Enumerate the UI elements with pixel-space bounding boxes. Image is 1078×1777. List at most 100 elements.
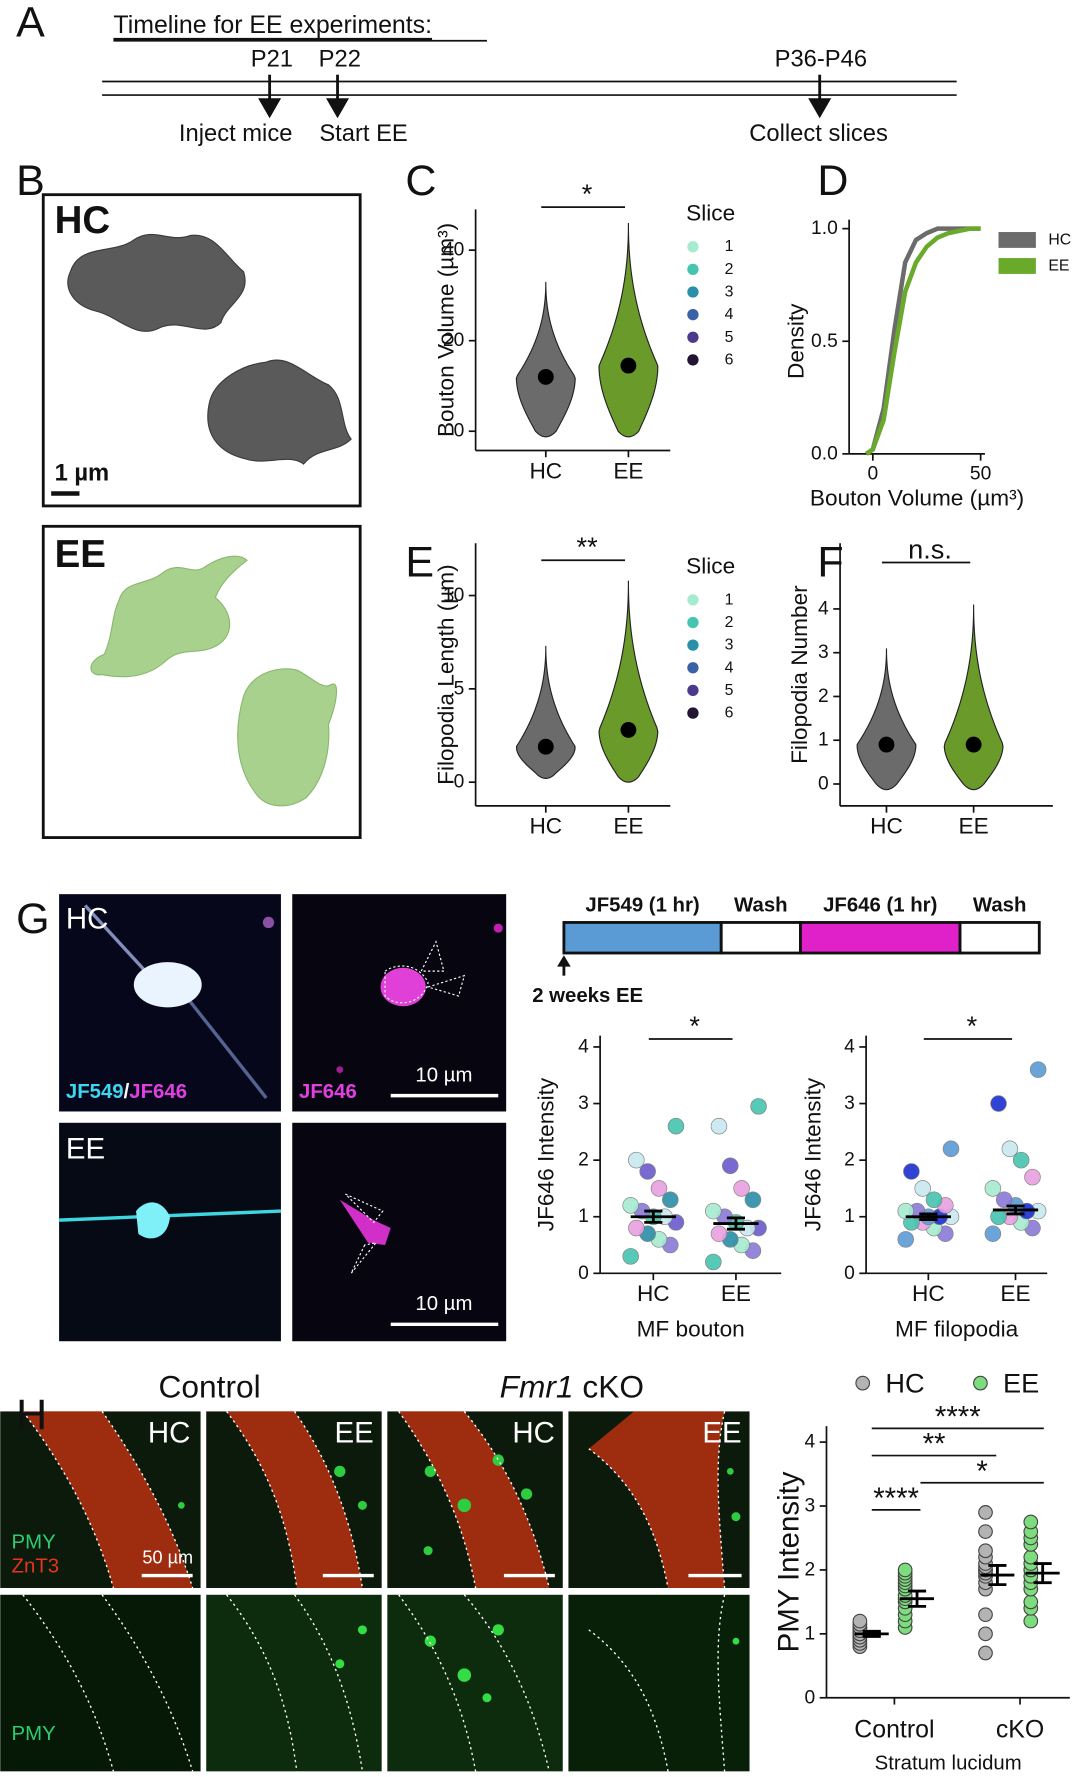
data-point xyxy=(914,1180,931,1197)
y-tick-label: 0.0 xyxy=(811,443,838,464)
x-tick-label: EE xyxy=(959,814,989,839)
condition-label: HC xyxy=(148,1416,190,1449)
panel-label: H xyxy=(16,1391,47,1439)
mean-dot xyxy=(537,738,554,755)
stain-label: ZnT3 xyxy=(12,1555,60,1577)
scale-label: 10 µm xyxy=(415,1293,472,1315)
x-tick-label: 0 xyxy=(867,464,878,485)
condition-label: EE xyxy=(55,533,106,576)
error-bar xyxy=(1006,1204,1025,1216)
data-point xyxy=(984,1225,1002,1242)
data-point xyxy=(1023,1613,1039,1629)
y-tick-label: 3 xyxy=(844,1093,855,1114)
data-point xyxy=(705,1202,722,1220)
y-tick-label: 3 xyxy=(818,642,829,663)
data-point xyxy=(750,1098,767,1115)
y-axis-label: Filopodia Length (µm) xyxy=(434,564,459,785)
x-tick-label: EE xyxy=(721,1281,751,1306)
protocol-label: Wash xyxy=(973,894,1027,916)
data-point xyxy=(897,1562,913,1578)
legend-swatch xyxy=(998,258,1036,274)
violin xyxy=(598,222,659,438)
legend-swatch xyxy=(687,707,699,719)
legend-label: HC xyxy=(1048,231,1071,248)
legend-swatch xyxy=(687,594,699,606)
mean-dot xyxy=(878,736,895,753)
data-point xyxy=(744,1191,762,1209)
age-label: P22 xyxy=(319,45,361,72)
chart: 0 1 2 3 4 JF646 Intensity MF filopodia HC EE * xyxy=(800,1010,1048,1341)
data-point xyxy=(622,1248,639,1265)
data-point xyxy=(978,1543,993,1559)
legend-label: 1 xyxy=(725,591,734,608)
y-tick-label: 4 xyxy=(804,1432,815,1453)
micrograph xyxy=(59,1122,281,1342)
chart: 0.0 0.5 1.0 Density Bouton Volume (µm³)0 50 HC… xyxy=(783,218,1071,510)
protocol-label: JF549 (1 hr) xyxy=(585,894,699,916)
panel-label: D xyxy=(817,157,848,205)
violin xyxy=(515,281,576,438)
error-bar xyxy=(726,1216,745,1231)
y-axis-label: Bouton Volume (µm³) xyxy=(434,223,459,437)
y-tick-label: 20 xyxy=(443,330,464,351)
legend-swatch xyxy=(973,1375,988,1391)
y-tick-label: 1 xyxy=(818,730,829,751)
bouton-render xyxy=(67,233,246,332)
legend-label: 6 xyxy=(725,705,734,722)
legend-label: 5 xyxy=(725,682,734,699)
mean-dot xyxy=(537,368,554,385)
significance-label: **** xyxy=(935,1401,981,1434)
legend-swatch xyxy=(687,241,699,253)
significance-label: n.s. xyxy=(908,533,952,564)
y-tick-label: 1 xyxy=(804,1623,815,1644)
significance-label: ** xyxy=(923,1428,946,1461)
y-tick-label: 10 xyxy=(443,585,464,606)
y-axis-label: Density xyxy=(783,303,808,379)
legend-label: 1 xyxy=(725,238,734,255)
bouton-render xyxy=(237,668,337,807)
protocol-step xyxy=(719,921,802,955)
condition-label: EE xyxy=(335,1416,374,1449)
x-tick-label: HC xyxy=(529,458,562,483)
data-point xyxy=(1024,1168,1041,1186)
significance-label: * xyxy=(967,1010,978,1041)
error-bar xyxy=(644,1209,663,1224)
data-point xyxy=(903,1163,920,1180)
legend-swatch xyxy=(687,662,699,674)
y-tick-label: 2 xyxy=(844,1150,855,1171)
channel-name: JF549 xyxy=(66,1081,124,1103)
data-point xyxy=(705,1253,722,1271)
legend-swatch xyxy=(687,639,699,651)
protocol-label: Wash xyxy=(734,894,788,916)
legend-label: 3 xyxy=(725,637,734,654)
x-axis-label: Bouton Volume (µm³) xyxy=(810,486,1024,511)
legend-swatch xyxy=(998,232,1036,248)
data-point xyxy=(978,1645,993,1661)
event-label: Collect slices xyxy=(749,120,888,147)
protocol-label: JF646 (1 hr) xyxy=(823,894,937,916)
condition-label: EE xyxy=(702,1416,741,1449)
legend-swatch xyxy=(687,331,699,343)
y-tick-label: 3 xyxy=(804,1496,815,1517)
y-tick-label: 4 xyxy=(844,1036,855,1057)
y-tick-label: 0 xyxy=(804,1687,815,1708)
data-point xyxy=(650,1180,668,1197)
panel-label: A xyxy=(16,0,45,47)
data-point xyxy=(1029,1061,1047,1078)
data-point xyxy=(1023,1594,1039,1610)
y-tick-label: 4 xyxy=(818,598,829,619)
legend-title: Slice xyxy=(686,553,735,578)
legend-label: 2 xyxy=(725,261,734,278)
data-point xyxy=(710,1225,728,1242)
violin xyxy=(515,645,576,780)
data-point xyxy=(978,1524,993,1539)
y-tick-label: 2 xyxy=(818,686,829,707)
legend-swatch xyxy=(687,354,699,366)
legend-title: Slice xyxy=(686,200,735,225)
x-tick-label: HC xyxy=(637,1281,670,1306)
x-axis-label: MF filopodia xyxy=(895,1316,1019,1341)
data-point xyxy=(1001,1140,1019,1158)
scale-label: 50 µm xyxy=(142,1547,193,1567)
